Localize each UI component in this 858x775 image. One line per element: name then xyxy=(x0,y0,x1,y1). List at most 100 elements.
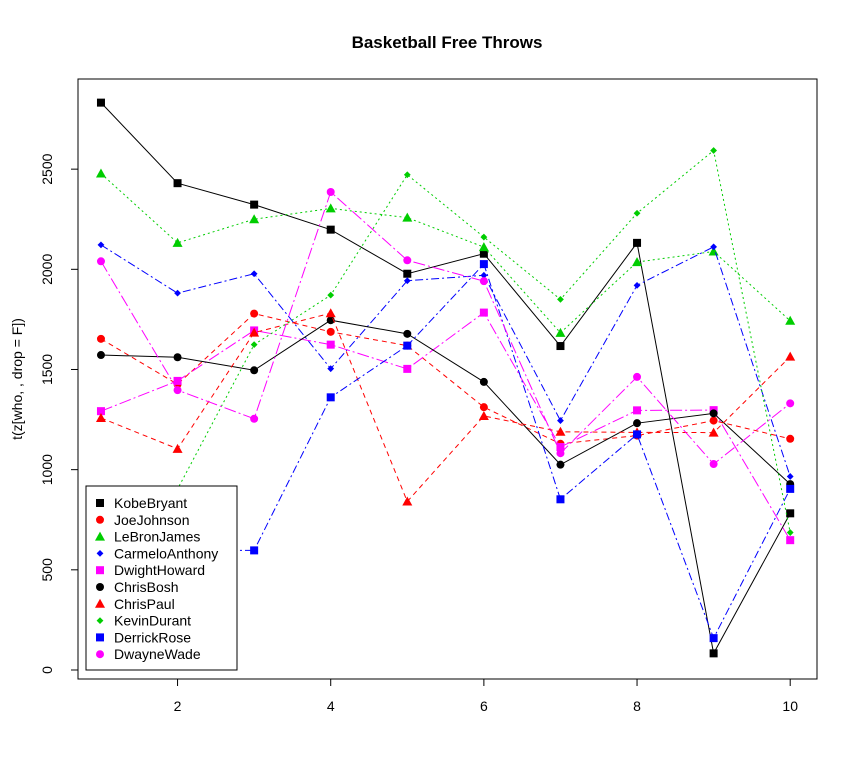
data-point xyxy=(709,409,718,418)
data-point xyxy=(708,427,719,437)
data-point xyxy=(479,377,488,386)
data-point xyxy=(556,495,565,504)
data-point xyxy=(786,399,795,408)
data-point xyxy=(172,237,183,247)
legend-marker xyxy=(96,583,104,591)
data-point xyxy=(326,327,335,336)
legend-label: ChrisBosh xyxy=(114,579,179,595)
data-point xyxy=(250,546,259,555)
data-point xyxy=(250,414,259,423)
data-point xyxy=(479,308,488,317)
data-point xyxy=(326,340,335,349)
data-point xyxy=(327,365,335,373)
data-point xyxy=(709,649,718,658)
data-point xyxy=(173,376,182,385)
y-tick-label: 1500 xyxy=(39,354,55,385)
series-line xyxy=(100,102,791,655)
data-point xyxy=(480,233,488,241)
data-point xyxy=(403,269,412,278)
data-point xyxy=(250,270,258,278)
data-point xyxy=(95,168,106,178)
y-tick-label: 2000 xyxy=(39,254,55,285)
data-point xyxy=(250,341,258,349)
series-CarmeloAnthony xyxy=(97,241,794,480)
data-point xyxy=(173,386,182,395)
data-point xyxy=(786,536,795,545)
data-point xyxy=(250,366,259,375)
legend-label: LeBronJames xyxy=(114,529,200,545)
legend-label: KevinDurant xyxy=(114,613,191,629)
y-axis: 0 500 1000 1500 2000 2500 xyxy=(39,153,79,674)
data-point xyxy=(249,327,260,337)
legend-marker xyxy=(96,650,104,659)
data-point xyxy=(97,241,105,249)
data-point xyxy=(710,243,718,251)
data-point xyxy=(633,372,642,381)
data-point xyxy=(633,209,641,217)
data-point xyxy=(709,634,718,643)
series-ChrisBosh xyxy=(96,316,795,489)
y-tick-label: 500 xyxy=(39,558,55,582)
legend-marker xyxy=(96,617,104,624)
data-point xyxy=(250,200,259,209)
data-point xyxy=(96,257,105,266)
data-point xyxy=(403,364,412,373)
data-point xyxy=(403,341,412,350)
data-point xyxy=(325,308,336,318)
data-point xyxy=(557,417,564,424)
legend-label: DwightHoward xyxy=(114,562,205,578)
y-tick-label: 0 xyxy=(39,666,55,674)
data-point xyxy=(402,496,413,506)
series-DwayneWade xyxy=(96,187,795,469)
data-point xyxy=(556,449,565,458)
x-tick-label: 6 xyxy=(480,698,488,714)
data-point xyxy=(556,342,565,351)
data-point xyxy=(326,225,335,234)
data-point xyxy=(250,309,259,318)
series-ChrisPaul xyxy=(95,308,796,506)
legend-label: KobeBryant xyxy=(114,495,187,511)
data-point xyxy=(172,443,183,453)
legend-label: DwayneWade xyxy=(114,646,201,662)
data-point xyxy=(95,412,106,422)
data-point xyxy=(96,351,105,360)
series-line xyxy=(100,244,791,477)
data-point xyxy=(174,289,181,297)
data-point xyxy=(96,334,105,343)
y-tick-label: 1000 xyxy=(39,454,55,485)
series-line xyxy=(100,311,791,541)
data-point xyxy=(402,212,413,222)
legend-label: ChrisPaul xyxy=(114,596,175,612)
data-point xyxy=(786,484,795,493)
data-point xyxy=(173,353,182,362)
data-point xyxy=(709,416,718,425)
data-point xyxy=(326,393,335,402)
data-point xyxy=(556,443,565,452)
data-point xyxy=(479,260,488,269)
x-tick-label: 2 xyxy=(174,698,182,714)
data-point xyxy=(556,460,565,469)
data-point xyxy=(633,419,642,428)
data-point xyxy=(479,403,488,412)
data-point xyxy=(327,291,335,299)
data-point xyxy=(786,473,794,480)
data-point xyxy=(325,203,336,213)
data-point xyxy=(479,277,488,286)
data-point xyxy=(633,406,642,415)
data-point xyxy=(96,98,105,107)
legend-marker xyxy=(95,598,105,608)
y-axis-label: t(z[who, , drop = F]) xyxy=(9,318,25,440)
data-point xyxy=(785,315,796,325)
data-point xyxy=(555,327,566,337)
data-point xyxy=(249,214,260,224)
legend-marker xyxy=(96,566,104,575)
x-tick-label: 10 xyxy=(782,698,798,714)
data-point xyxy=(480,271,488,279)
data-point xyxy=(557,295,564,303)
data-point xyxy=(479,249,488,258)
data-point xyxy=(403,171,411,179)
data-point xyxy=(478,410,489,420)
data-point xyxy=(478,242,489,252)
data-point xyxy=(633,238,642,247)
